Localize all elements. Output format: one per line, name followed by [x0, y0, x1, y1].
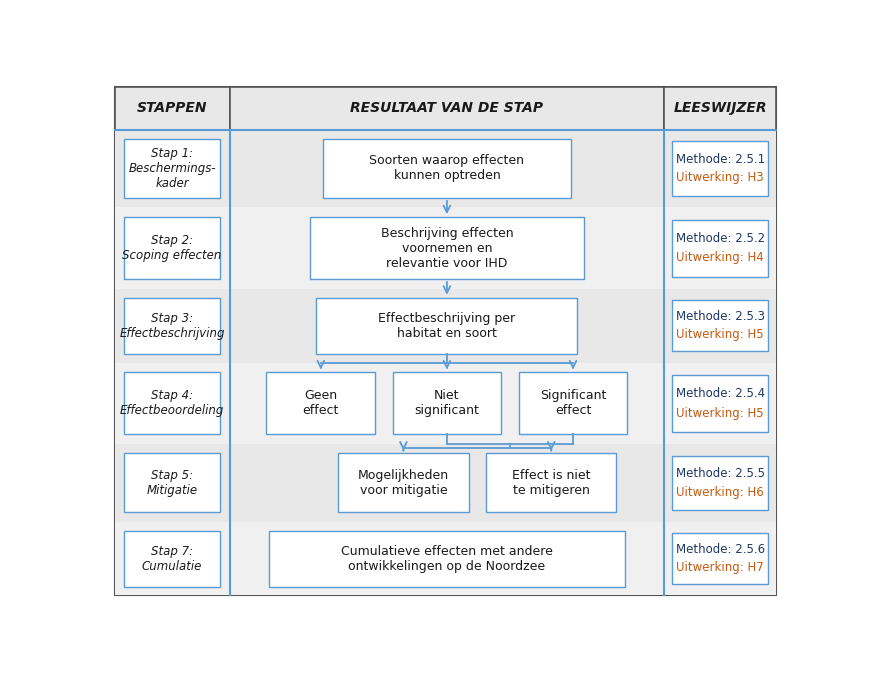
- Text: Uitwerking: H5: Uitwerking: H5: [676, 406, 764, 420]
- Bar: [124, 372, 220, 434]
- Text: Effectbeschrijving per
habitat en soort: Effectbeschrijving per habitat en soort: [378, 312, 515, 339]
- Bar: [393, 372, 501, 434]
- Bar: [338, 454, 468, 512]
- Bar: [316, 297, 577, 354]
- Bar: [269, 531, 625, 587]
- Text: Stap 7:
Cumulatie: Stap 7: Cumulatie: [142, 545, 202, 573]
- Text: Stap 5:
Mitigatie: Stap 5: Mitigatie: [147, 469, 198, 497]
- Text: Beschrijving effecten
voornemen en
relevantie voor IHD: Beschrijving effecten voornemen en relev…: [381, 226, 514, 270]
- Text: Methode: 2.5.6: Methode: 2.5.6: [675, 544, 765, 556]
- Bar: [115, 87, 229, 130]
- Text: Stap 2:
Scoping effecten: Stap 2: Scoping effecten: [123, 234, 222, 262]
- Text: Uitwerking: H5: Uitwerking: H5: [676, 328, 764, 341]
- Text: Methode: 2.5.1: Methode: 2.5.1: [675, 153, 765, 166]
- Bar: [115, 444, 776, 522]
- Text: Stap 3:
Effectbeschrijving: Stap 3: Effectbeschrijving: [119, 312, 225, 339]
- Bar: [115, 289, 776, 362]
- Bar: [115, 362, 776, 444]
- Text: Methode: 2.5.4: Methode: 2.5.4: [675, 387, 765, 400]
- Text: Stap 1:
Beschermings-
kader: Stap 1: Beschermings- kader: [129, 147, 216, 190]
- Bar: [486, 454, 616, 512]
- Text: Methode: 2.5.3: Methode: 2.5.3: [675, 310, 765, 323]
- Text: Stap 4:
Effectbeoordeling: Stap 4: Effectbeoordeling: [120, 389, 224, 417]
- Text: LEESWIJZER: LEESWIJZER: [673, 101, 766, 116]
- Bar: [664, 87, 776, 130]
- Text: Geen
effect: Geen effect: [302, 389, 339, 417]
- Text: Uitwerking: H6: Uitwerking: H6: [676, 485, 764, 499]
- Bar: [124, 217, 220, 279]
- Bar: [672, 141, 768, 195]
- Text: Uitwerking: H7: Uitwerking: H7: [676, 561, 764, 574]
- Text: Soorten waarop effecten
kunnen optreden: Soorten waarop effecten kunnen optreden: [369, 154, 524, 183]
- Bar: [115, 522, 776, 596]
- Bar: [672, 533, 768, 585]
- Text: Significant
effect: Significant effect: [540, 389, 607, 417]
- Bar: [672, 375, 768, 432]
- Bar: [672, 300, 768, 352]
- Text: Effect is niet
te mitigeren: Effect is niet te mitigeren: [512, 469, 591, 497]
- Text: STAPPEN: STAPPEN: [137, 101, 208, 116]
- Bar: [124, 297, 220, 354]
- Bar: [115, 208, 776, 289]
- Bar: [672, 456, 768, 510]
- Bar: [519, 372, 627, 434]
- Text: Mogelijkheden
voor mitigatie: Mogelijkheden voor mitigatie: [358, 469, 449, 497]
- Bar: [229, 87, 664, 130]
- Bar: [124, 139, 220, 198]
- Bar: [124, 454, 220, 512]
- Bar: [124, 531, 220, 587]
- Text: Cumulatieve effecten met andere
ontwikkelingen op de Noordzee: Cumulatieve effecten met andere ontwikke…: [341, 545, 553, 573]
- Bar: [115, 130, 776, 208]
- Text: Methode: 2.5.5: Methode: 2.5.5: [675, 467, 765, 480]
- Bar: [267, 372, 375, 434]
- Text: Uitwerking: H4: Uitwerking: H4: [676, 251, 764, 264]
- Bar: [672, 220, 768, 276]
- Text: Niet
significant: Niet significant: [415, 389, 480, 417]
- Text: Uitwerking: H3: Uitwerking: H3: [676, 171, 764, 184]
- Bar: [323, 139, 571, 198]
- Bar: [310, 217, 584, 279]
- Text: RESULTAAT VAN DE STAP: RESULTAAT VAN DE STAP: [350, 101, 543, 116]
- Text: Methode: 2.5.2: Methode: 2.5.2: [675, 232, 765, 245]
